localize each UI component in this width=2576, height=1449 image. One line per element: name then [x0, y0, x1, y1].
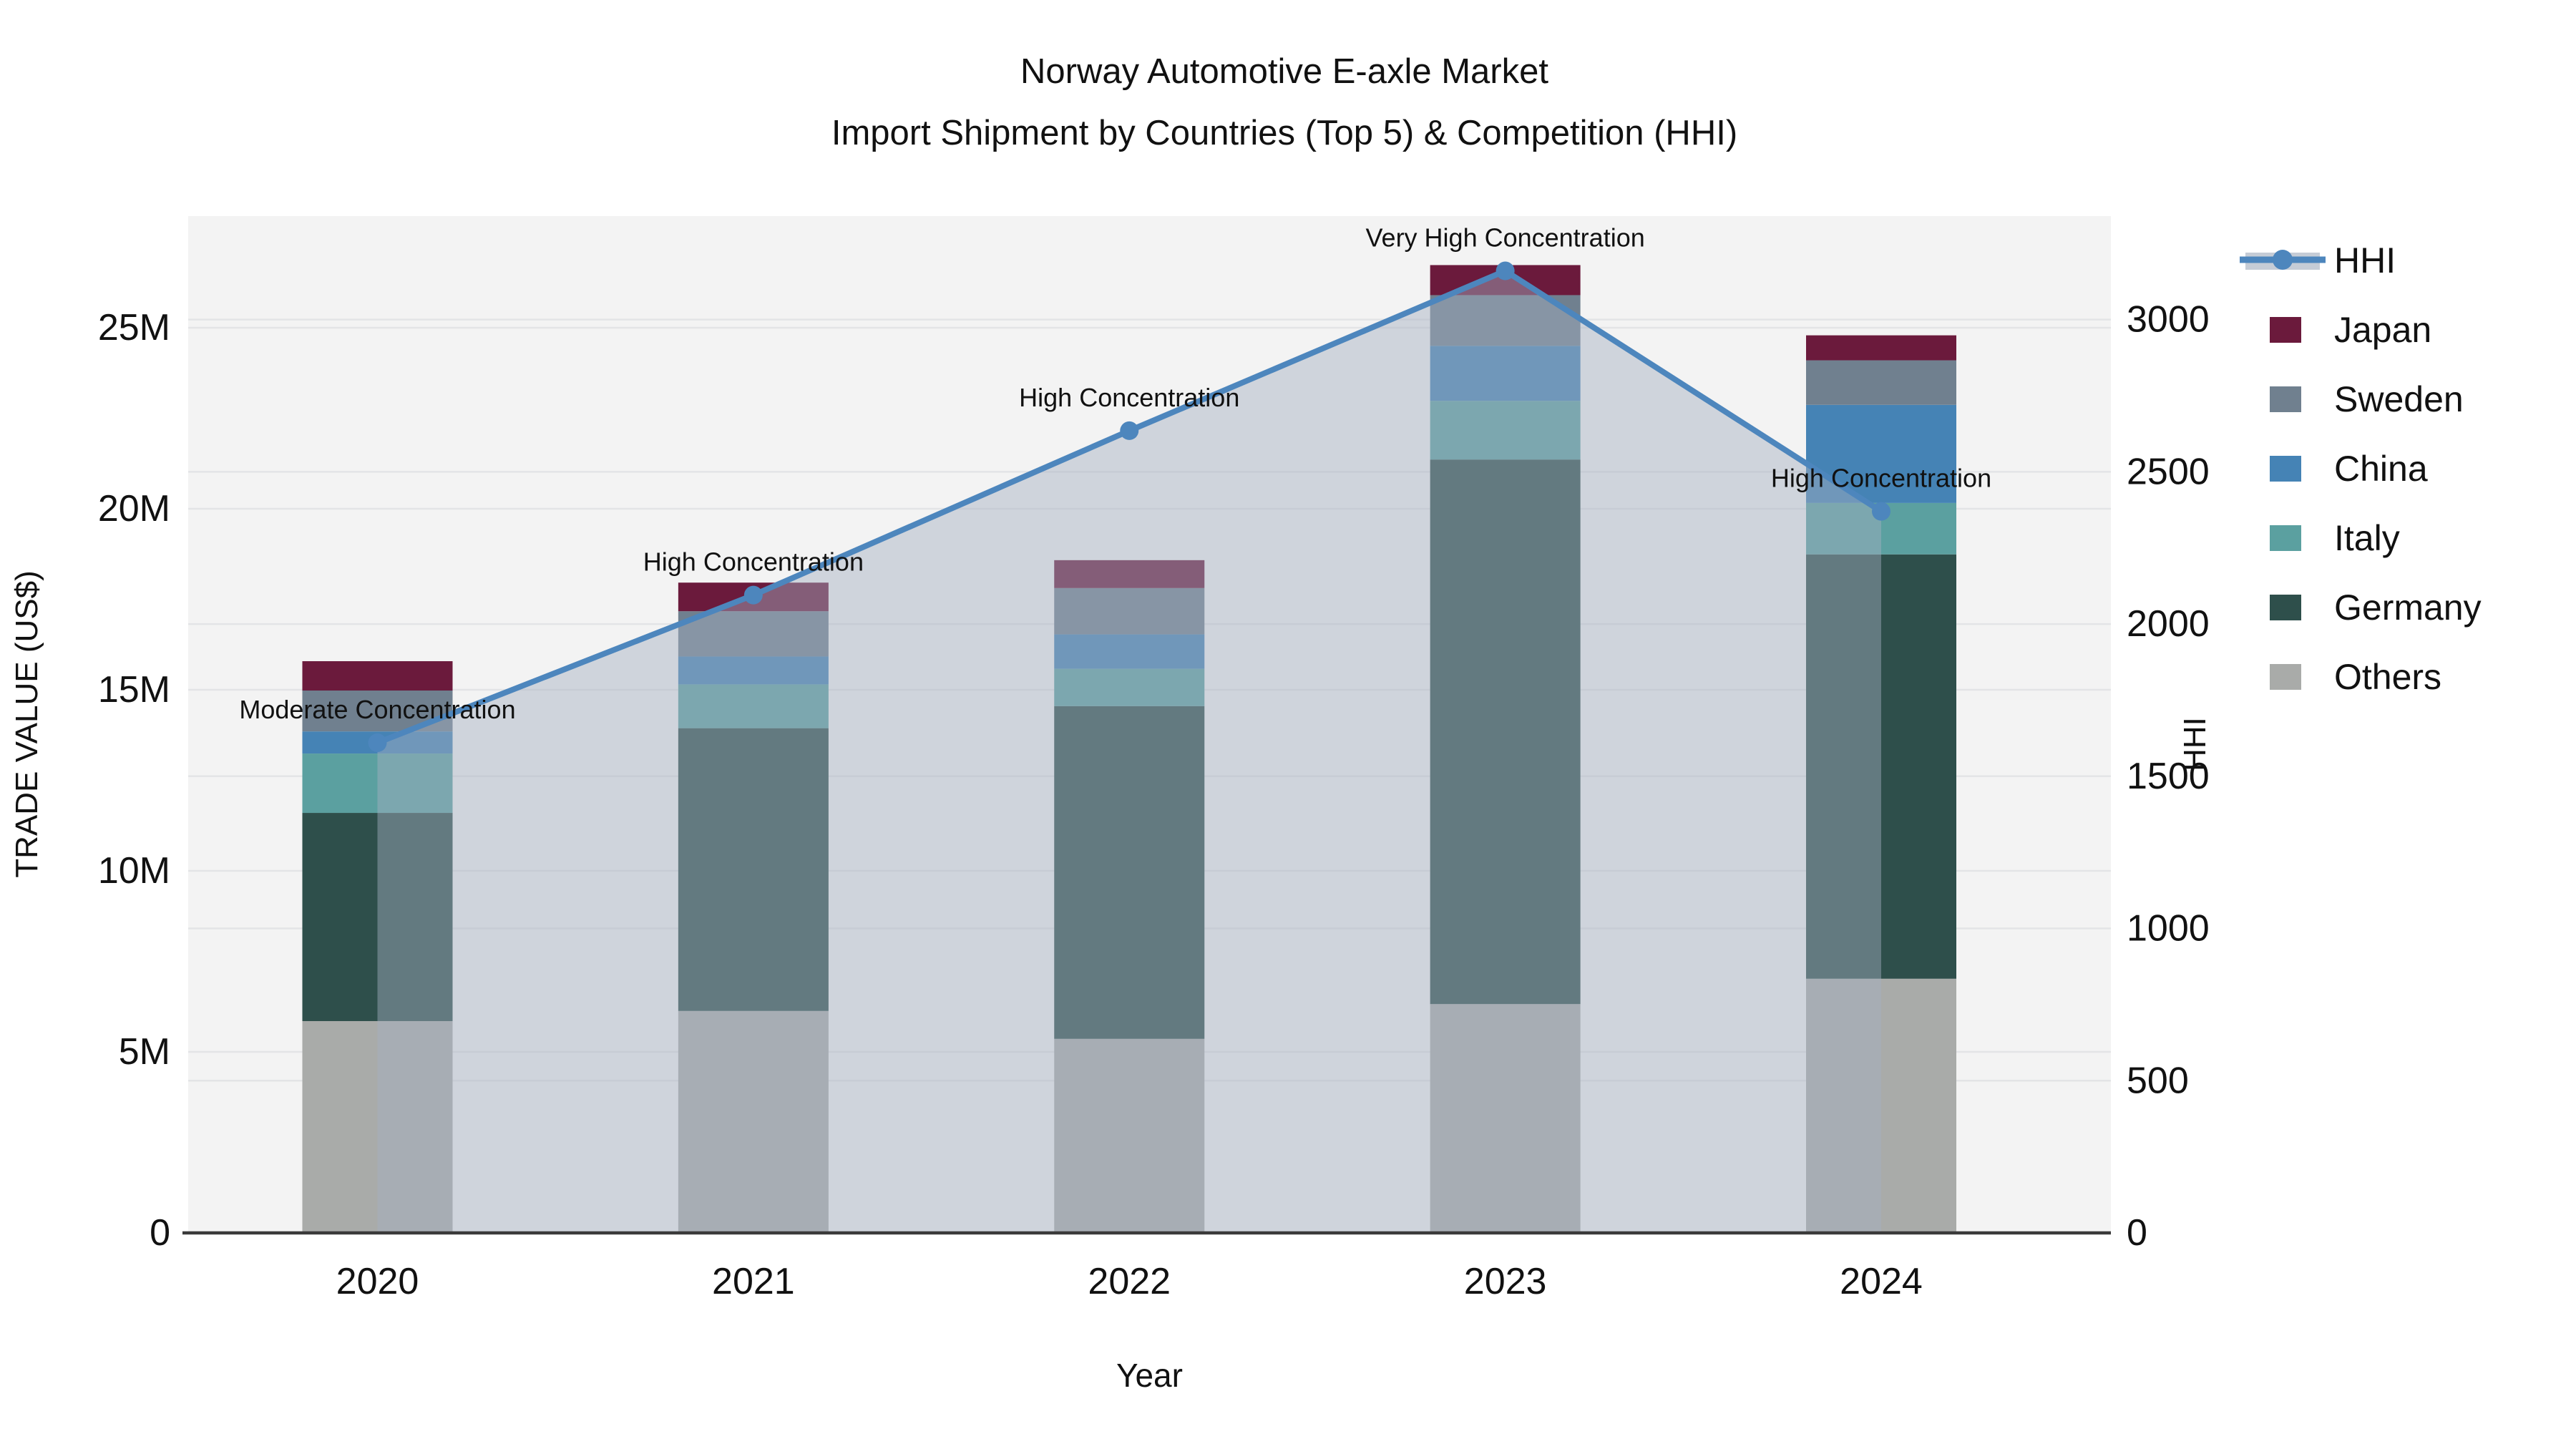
annotation-2024: High Concentration: [1771, 464, 1991, 493]
hhi-marker-2023: [1496, 261, 1515, 280]
bar-segment-2022-italy: [1054, 668, 1205, 706]
legend-swatch-germany: [2270, 595, 2301, 620]
legend-label-germany: Germany: [2334, 587, 2482, 628]
legend-label-sweden: Sweden: [2334, 379, 2464, 419]
annotation-2023: Very High Concentration: [1366, 223, 1645, 253]
bar-segment-2023-germany: [1430, 459, 1581, 1005]
left-axis-tick-5M: 5M: [119, 1031, 170, 1073]
bar-segment-2023-others: [1430, 1004, 1581, 1233]
hhi-marker-2022: [1120, 421, 1139, 440]
legend-item-others[interactable]: Others: [2270, 657, 2441, 697]
bar-segment-2020-germany: [302, 813, 453, 1021]
bar-segment-2022-others: [1054, 1038, 1205, 1233]
legend-item-china[interactable]: China: [2270, 449, 2428, 489]
bar-segment-2021-italy: [678, 684, 829, 728]
right-axis-tick-3000: 3000: [2127, 299, 2210, 341]
legend-label-japan: Japan: [2334, 310, 2431, 350]
chart-title: Norway Automotive E-axle Market Import S…: [0, 50, 2569, 155]
bar-segment-2022-sweden: [1054, 587, 1205, 635]
legend-swatch-china: [2270, 456, 2301, 482]
legend-swatch-japan: [2270, 317, 2301, 343]
legend-label-hhi: HHI: [2334, 240, 2396, 280]
hhi-marker-2021: [743, 585, 763, 605]
bar-segment-2024-others: [1806, 978, 1956, 1233]
left-axis-tick-15M: 15M: [98, 669, 170, 711]
right-axis-tick-1000: 1000: [2127, 908, 2210, 950]
x-axis-tick-2020[interactable]: 2020: [336, 1261, 419, 1302]
bar-segment-2020-others: [302, 1020, 453, 1233]
left-axis-tick-0: 0: [150, 1212, 170, 1254]
bar-segment-2021-china: [678, 656, 829, 685]
bar-segment-2024-china: [1806, 404, 1956, 503]
x-axis-tick-2022[interactable]: 2022: [1088, 1261, 1171, 1302]
legend-swatch-italy: [2270, 525, 2301, 551]
right-axis-tick-0: 0: [2127, 1212, 2147, 1254]
x-axis-tick-2024[interactable]: 2024: [1840, 1261, 1923, 1302]
legend-label-china: China: [2334, 449, 2428, 489]
legend-label-others: Others: [2334, 657, 2441, 697]
annotation-2020: Moderate Concentration: [239, 695, 515, 724]
right-axis-title: HHI: [2177, 717, 2212, 771]
legend-item-sweden[interactable]: Sweden: [2270, 379, 2464, 419]
left-axis-tick-10M: 10M: [98, 850, 170, 892]
bar-segment-2020-japan: [302, 661, 453, 691]
left-axis-title: TRADE VALUE (US$): [9, 570, 44, 878]
bar-segment-2022-germany: [1054, 706, 1205, 1039]
bar-segment-2023-china: [1430, 346, 1581, 401]
bar-segment-2020-italy: [302, 753, 453, 814]
bar-segment-2024-germany: [1806, 554, 1956, 979]
x-axis-tick-2023[interactable]: 2023: [1464, 1261, 1547, 1302]
chart-title-line1: Norway Automotive E-axle Market: [1020, 52, 1548, 91]
legend-label-italy: Italy: [2334, 518, 2400, 558]
right-axis-tick-2500: 2500: [2127, 451, 2210, 492]
bar-segment-2021-sweden: [678, 611, 829, 657]
bar-segment-2022-japan: [1054, 560, 1205, 588]
annotation-2022: High Concentration: [1019, 383, 1239, 412]
legend-item-germany[interactable]: Germany: [2270, 587, 2482, 628]
legend-item-italy[interactable]: Italy: [2270, 518, 2400, 558]
bar-segment-2021-others: [678, 1010, 829, 1233]
left-axis-tick-25M: 25M: [98, 307, 170, 348]
legend-item-hhi[interactable]: HHI: [2240, 240, 2396, 280]
bar-segment-2023-italy: [1430, 401, 1581, 460]
legend-swatch-others: [2270, 664, 2301, 690]
right-axis-tick-2000: 2000: [2127, 603, 2210, 645]
bar-segment-2021-germany: [678, 728, 829, 1011]
annotation-2021: High Concentration: [643, 547, 864, 577]
legend-hhi-marker-sample: [2273, 250, 2293, 270]
chart-title-line2: Import Shipment by Countries (Top 5) & C…: [831, 114, 1738, 152]
bar-segment-2022-china: [1054, 634, 1205, 669]
bar-segment-2024-sweden: [1806, 360, 1956, 405]
right-axis-tick-500: 500: [2127, 1060, 2189, 1101]
legend-swatch-sweden: [2270, 386, 2301, 412]
left-axis-tick-20M: 20M: [98, 488, 170, 530]
hhi-area-fill: [377, 270, 1881, 1233]
hhi-marker-2020: [368, 733, 387, 753]
legend-item-japan[interactable]: Japan: [2270, 310, 2431, 350]
right-axis-tick-1500: 1500: [2127, 756, 2210, 797]
hhi-marker-2024: [1872, 502, 1890, 521]
x-axis-tick-2021[interactable]: 2021: [712, 1261, 795, 1302]
x-axis-title: Year: [1116, 1357, 1183, 1394]
bar-segment-2024-japan: [1806, 335, 1956, 361]
